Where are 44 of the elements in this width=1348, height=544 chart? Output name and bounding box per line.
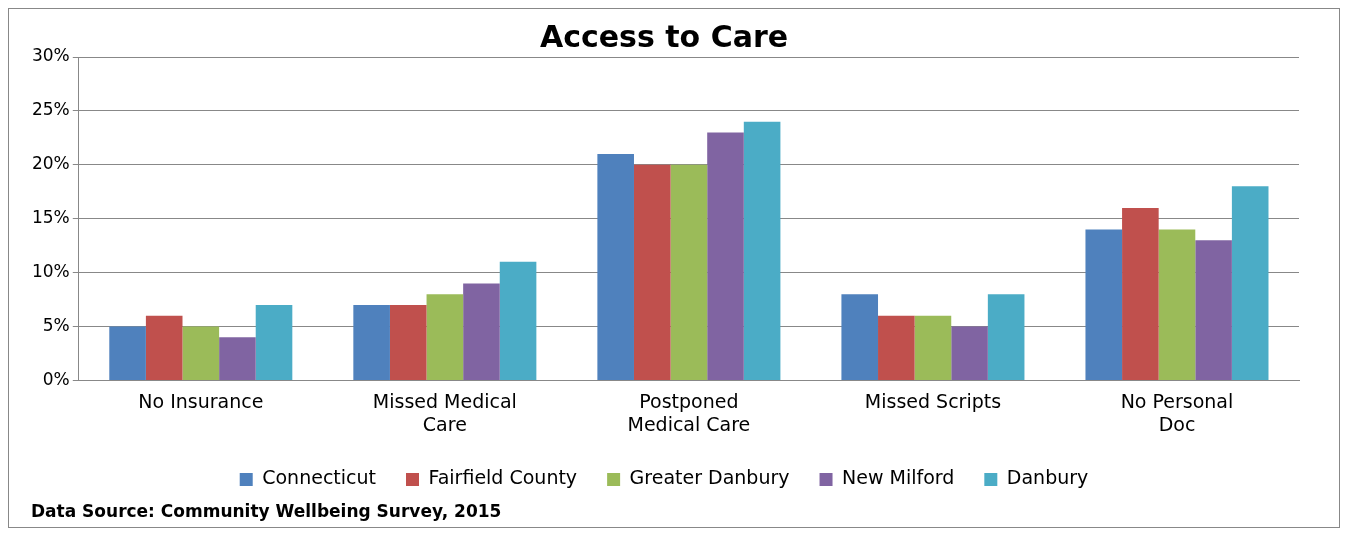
x-tick-label: Missed Medical Care	[372, 389, 517, 435]
bar	[633, 164, 671, 380]
bar	[353, 304, 390, 380]
bar	[1195, 240, 1232, 380]
y-tick-label: 30%	[31, 45, 70, 66]
y-tick-label: 10%	[31, 261, 70, 282]
chart-title: Access to Care	[539, 18, 789, 54]
source-note: Data Source: Community Wellbeing Survey, 2015	[30, 500, 503, 523]
bar	[182, 326, 220, 380]
bar	[1122, 207, 1159, 380]
bar	[841, 294, 879, 380]
legend-label: Connecticut	[262, 466, 376, 489]
bar	[951, 326, 988, 380]
bar	[426, 294, 464, 380]
bar	[1085, 229, 1123, 380]
bar	[670, 164, 708, 380]
legend-label: Greater Danbury	[629, 466, 790, 489]
bar	[743, 121, 781, 380]
x-tick-label: Postponed Medical Care	[627, 389, 751, 435]
y-tick-label: 15%	[31, 207, 70, 228]
bar	[987, 294, 1025, 380]
x-tick-label: No Insurance	[138, 389, 264, 412]
bar	[145, 315, 183, 380]
legend-label: Fairfield County	[428, 466, 578, 489]
bar	[389, 304, 427, 380]
bar	[255, 304, 293, 380]
bar	[707, 132, 744, 380]
bar	[463, 283, 500, 380]
bar	[109, 326, 146, 380]
y-tick-label: 20%	[31, 153, 70, 174]
bar	[597, 154, 634, 380]
bar	[914, 315, 952, 380]
y-tick-label: 5%	[42, 314, 70, 335]
bar	[1231, 186, 1269, 380]
bar	[1158, 229, 1196, 380]
legend-label: Danbury	[1006, 466, 1089, 489]
bar	[499, 261, 537, 380]
y-tick-label: 0%	[42, 368, 70, 389]
bar	[219, 337, 256, 380]
x-tick-label: No Personal Doc	[1120, 389, 1234, 435]
legend-label: New Milford	[842, 466, 955, 489]
x-tick-label: Missed Scripts	[864, 389, 1002, 412]
y-tick-label: 25%	[31, 99, 70, 120]
bar	[878, 315, 915, 380]
